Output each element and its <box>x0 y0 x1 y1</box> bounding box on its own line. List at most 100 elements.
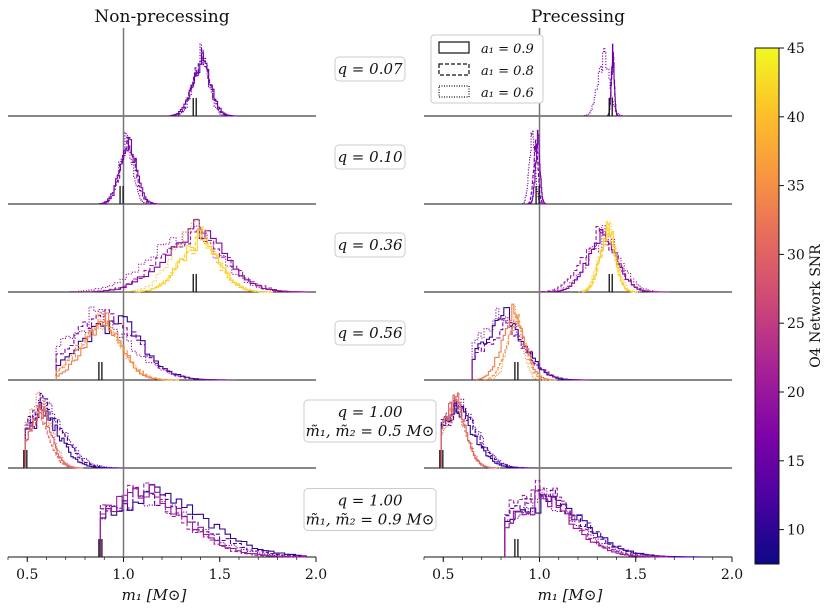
row-label-1: q = 0.10 <box>334 144 406 170</box>
legend-swatch-dashed <box>438 63 470 76</box>
panel-grid <box>8 28 732 558</box>
hist-np-0-1 <box>172 48 234 117</box>
hist-p-5-0 <box>504 494 701 558</box>
hist-p-2-4 <box>581 227 637 293</box>
hist-p-3-5 <box>489 304 545 381</box>
row-label-line: q = 1.00 <box>337 492 403 510</box>
title-non-precessing: Non-precessing <box>94 7 229 27</box>
row-label-line: m̃₁, m̃₂ = 0.5 M⊙ <box>306 422 435 440</box>
hist-p-0-2 <box>583 47 626 117</box>
hist-np-3-5 <box>55 318 178 381</box>
row-label-box <box>334 144 406 170</box>
colorbar-tick-label: 15 <box>787 454 805 470</box>
x-axes: 0.5 1.0 1.5 2.0 m₁ [M⊙] 0.5 1.0 1.5 2.0 m₁ [M⊙] <box>7 557 743 604</box>
legend-swatch-solid <box>438 41 470 54</box>
hist-p-5-4 <box>504 479 672 558</box>
hist-np-2-5 <box>124 217 274 293</box>
row-label-box <box>303 399 437 443</box>
hist-np-3-2 <box>55 306 236 381</box>
colorbar-tick-label: 35 <box>787 179 805 195</box>
hist-np-3-4 <box>55 311 180 381</box>
hist-p-4-0 <box>440 399 527 469</box>
x-axis-label: m₁ [M⊙] <box>538 586 603 604</box>
hist-p-4-4 <box>440 396 498 469</box>
row-label-line: q = 0.10 <box>337 148 403 166</box>
hist-np-1-0 <box>99 137 161 205</box>
hist-np-4-4 <box>24 405 81 469</box>
hist-np-0-2 <box>175 43 231 117</box>
row-label-box <box>334 320 406 346</box>
panel-np-1 <box>8 116 316 205</box>
hist-p-2-1 <box>541 225 664 293</box>
x-tick-label: 1.5 <box>625 567 647 583</box>
row-label-3: q = 0.56 <box>334 320 406 346</box>
x-tick-label: 0.5 <box>16 567 38 583</box>
hist-np-2-3 <box>136 229 273 293</box>
panel-np-3 <box>8 292 316 381</box>
panel-np-4 <box>8 380 316 469</box>
row-label-5: q = 1.00m̃₁, m̃₂ = 0.9 M⊙ <box>303 488 437 531</box>
legend: a₁ = 0.9 a₁ = 0.8 a₁ = 0.6 <box>430 34 544 104</box>
panel-p-5 <box>424 468 732 558</box>
x-tick-label: 1.0 <box>528 567 550 583</box>
hist-p-3-0 <box>471 306 583 381</box>
hist-np-5-3 <box>99 483 307 558</box>
hist-p-5-3 <box>504 490 668 558</box>
hist-np-5-0 <box>99 484 307 557</box>
hist-p-3-4 <box>483 313 552 381</box>
colorbar-tick-label: 20 <box>787 385 805 401</box>
hist-p-3-2 <box>471 307 586 381</box>
hist-np-2-1 <box>85 228 307 293</box>
x-tick-label: 2.0 <box>721 567 743 583</box>
panel-np-2 <box>8 204 316 293</box>
colorbar-ticks: 10 15 20 25 30 35 40 45 <box>779 41 805 539</box>
hist-p-5-1 <box>504 489 698 558</box>
x-tick-label: 1.0 <box>112 567 134 583</box>
hist-np-5-1 <box>99 487 307 557</box>
hist-p-1-1 <box>527 139 545 205</box>
hist-p-2-5 <box>578 221 641 293</box>
legend-swatch-dotted <box>438 85 470 98</box>
row-label-box <box>334 232 406 258</box>
row-labels: q = 0.07 q = 0.10 q = 0.36 q = 0.56 q = 1.00… <box>303 56 437 531</box>
row-label-4: q = 1.00m̃₁, m̃₂ = 0.5 M⊙ <box>303 399 437 443</box>
hist-np-4-1 <box>24 392 120 469</box>
colorbar: 10 15 20 25 30 35 40 45 O4 Network SNR <box>754 41 824 565</box>
hist-np-2-4 <box>134 227 271 293</box>
legend-label-solid: a₁ = 0.9 <box>481 42 534 57</box>
legend-label-dashed: a₁ = 0.8 <box>481 64 534 79</box>
hist-p-1-2 <box>522 129 544 205</box>
x-tick-label: 0.5 <box>432 567 454 583</box>
row-label-line: m̃₁, m̃₂ = 0.9 M⊙ <box>306 511 435 529</box>
colorbar-tick-label: 30 <box>787 247 805 263</box>
hist-p-4-2 <box>440 397 536 469</box>
legend-label-dotted: a₁ = 0.6 <box>481 86 534 101</box>
hist-np-1-2 <box>103 132 152 205</box>
row-label-2: q = 0.36 <box>334 232 406 258</box>
row-label-box <box>334 56 406 82</box>
panel-p-2 <box>424 204 732 293</box>
panel-p-3 <box>424 292 732 381</box>
hist-p-3-3 <box>475 303 557 381</box>
row-label-line: q = 0.36 <box>337 236 403 254</box>
hist-p-5-2 <box>504 488 683 558</box>
colorbar-tick-label: 40 <box>787 110 805 126</box>
row-label-0: q = 0.07 <box>334 56 406 82</box>
colorbar-gradient <box>754 47 780 565</box>
x-tick-label: 2.0 <box>305 567 327 583</box>
hist-p-1-0 <box>529 129 547 205</box>
colorbar-tick-label: 25 <box>787 316 805 332</box>
row-label-box <box>303 488 437 531</box>
panel-p-1 <box>424 116 732 205</box>
hist-p-4-5 <box>440 398 501 469</box>
panel-np-0 <box>8 28 316 117</box>
colorbar-label: O4 Network SNR <box>808 244 824 368</box>
row-label-line: q = 1.00 <box>337 403 403 421</box>
colorbar-tick-label: 10 <box>787 523 805 539</box>
hist-np-5-4 <box>99 482 307 558</box>
title-precessing: Precessing <box>531 7 625 27</box>
x-tick-label: 1.5 <box>209 567 231 583</box>
hist-p-3-1 <box>471 318 590 381</box>
panel-p-4 <box>424 380 732 469</box>
